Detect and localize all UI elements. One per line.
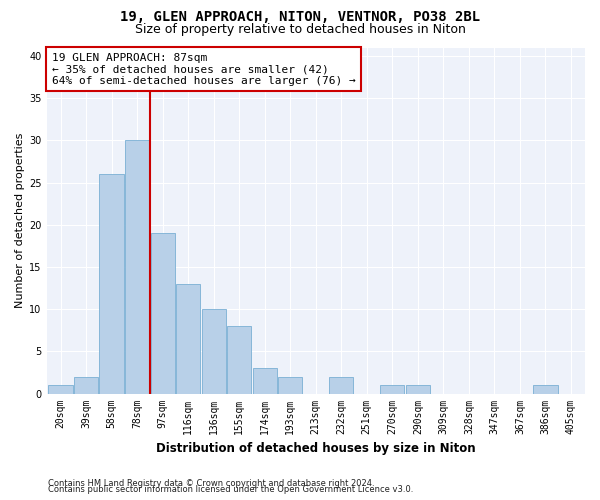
Bar xyxy=(100,174,124,394)
Text: 19 GLEN APPROACH: 87sqm
← 35% of detached houses are smaller (42)
64% of semi-de: 19 GLEN APPROACH: 87sqm ← 35% of detache… xyxy=(52,52,356,86)
Y-axis label: Number of detached properties: Number of detached properties xyxy=(15,133,25,308)
Text: Size of property relative to detached houses in Niton: Size of property relative to detached ho… xyxy=(134,22,466,36)
Bar xyxy=(176,284,200,394)
Text: Contains public sector information licensed under the Open Government Licence v3: Contains public sector information licen… xyxy=(48,485,413,494)
Text: Contains HM Land Registry data © Crown copyright and database right 2024.: Contains HM Land Registry data © Crown c… xyxy=(48,478,374,488)
Bar xyxy=(533,385,557,394)
X-axis label: Distribution of detached houses by size in Niton: Distribution of detached houses by size … xyxy=(156,442,476,455)
Bar xyxy=(329,376,353,394)
Bar xyxy=(278,376,302,394)
Bar xyxy=(406,385,430,394)
Bar xyxy=(151,233,175,394)
Bar xyxy=(380,385,404,394)
Bar xyxy=(202,309,226,394)
Bar xyxy=(74,376,98,394)
Bar xyxy=(227,326,251,394)
Bar xyxy=(253,368,277,394)
Bar xyxy=(125,140,149,394)
Bar xyxy=(49,385,73,394)
Text: 19, GLEN APPROACH, NITON, VENTNOR, PO38 2BL: 19, GLEN APPROACH, NITON, VENTNOR, PO38 … xyxy=(120,10,480,24)
